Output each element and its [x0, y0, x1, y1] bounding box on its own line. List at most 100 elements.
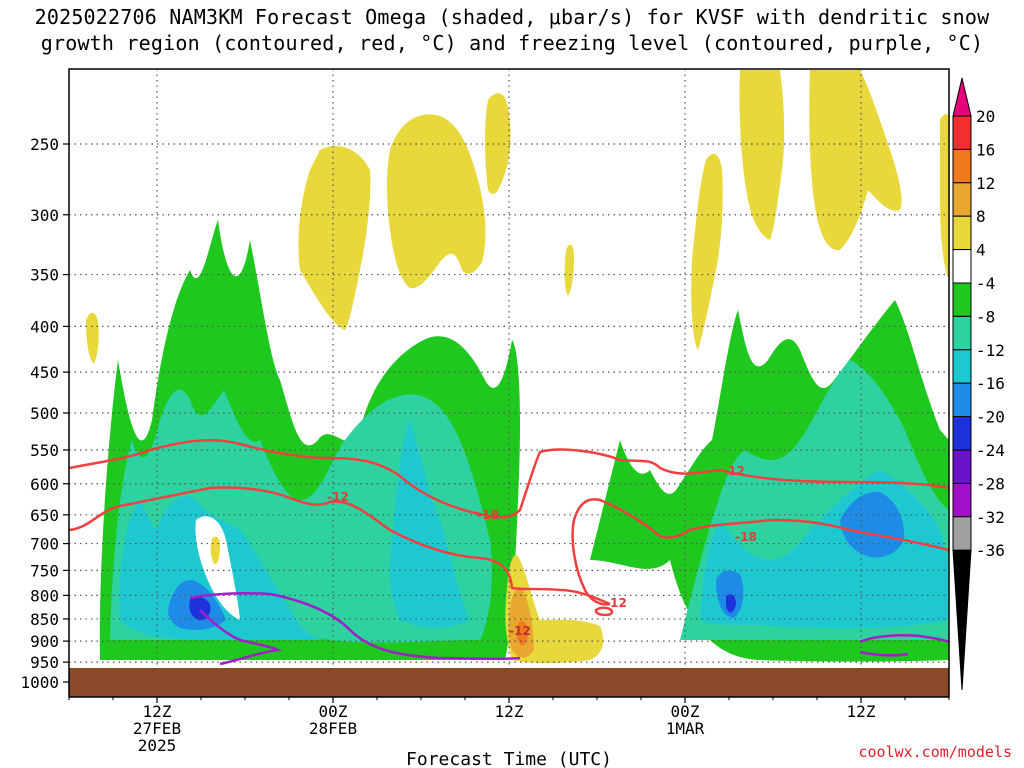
y-tick-label: 800 [30, 586, 59, 605]
x-tick-date: 1MAR [666, 719, 705, 738]
dgz-contour-12-upper [69, 486, 611, 606]
dgz-contour-label-text: -12 [509, 624, 531, 638]
colorbar-label: -12 [976, 341, 1005, 360]
freezing-contour-main [189, 591, 521, 661]
x-axis-label: Forecast Time (UTC) [406, 749, 612, 768]
freezing-level-contours [189, 591, 949, 666]
colorbar-label: -8 [976, 307, 995, 326]
chart-title-line1: 2025022706 NAM3KM Forecast Omega (shaded… [34, 5, 990, 29]
colorbar-bin [952, 148, 972, 184]
colorbar-bin [952, 182, 972, 217]
dgz-contour-label-text: -12 [605, 596, 627, 610]
x-tick-label: 12Z [847, 702, 876, 721]
omega-region-yellow-e [809, 70, 902, 251]
freezing-contour-left [199, 609, 283, 666]
credit-text: coolwx.com/models [858, 743, 1012, 761]
colorbar-bin [952, 416, 972, 451]
colorbar-label: -32 [976, 508, 1005, 527]
omega-region-yellow-f [691, 154, 723, 350]
omega-region-yellow-h [940, 114, 949, 280]
freezing-contour-right [859, 634, 949, 644]
colorbar-label: -20 [976, 408, 1005, 427]
colorbar-top-arrow [952, 77, 972, 117]
x-tick-label: 12Z [495, 702, 524, 721]
x-tick-date: 28FEB [309, 719, 357, 738]
omega-region-navy-b [726, 594, 736, 613]
colorbar-bin [952, 516, 972, 551]
x-tick-label: 00Z [671, 702, 700, 721]
dgz-contour-label-text: -18 [735, 530, 757, 544]
dgz-contour-label: -12 [605, 596, 627, 610]
colorbar-label: 12 [976, 174, 995, 193]
colorbar-bin [952, 449, 972, 484]
x-tick-year: 2025 [138, 736, 177, 755]
colorbar-label: 4 [976, 241, 986, 260]
omega-region-blue-b [840, 491, 905, 558]
colorbar-label: -24 [976, 441, 1005, 460]
dgz-contour-label: -18 [477, 508, 499, 522]
omega-region-yellow-g [86, 312, 99, 364]
x-tick-label: 12Z [143, 702, 172, 721]
omega-region-yellow-b [387, 114, 486, 289]
dgz-contour-12-small [594, 606, 614, 617]
y-tick-label: 650 [30, 506, 59, 525]
y-tick-label: 300 [30, 206, 59, 225]
omega-region-cyan-b [389, 420, 470, 628]
colorbar-label: -36 [976, 541, 1005, 560]
y-tick-label: 600 [30, 475, 59, 494]
y-tick-label: 850 [30, 610, 59, 629]
y-tick-label: 750 [30, 561, 59, 580]
colorbar-bin [952, 115, 972, 150]
dgz-contour-18-upper [69, 439, 949, 519]
omega-region-orange-b [516, 620, 528, 646]
colorbar-label: 16 [976, 140, 995, 159]
colorbar-bin [952, 349, 972, 384]
colorbar-label: -28 [976, 474, 1005, 493]
dgz-contours [69, 439, 949, 617]
y-tick-label: 700 [30, 535, 59, 554]
x-tick-date: 27FEB [133, 719, 181, 738]
colorbar-bin [952, 315, 972, 351]
y-tick-label: 450 [30, 363, 59, 382]
y-tick-label: 900 [30, 632, 59, 651]
colorbar-bin [952, 282, 972, 317]
colorbar-bin [952, 249, 972, 284]
colorbar-label: 20 [976, 107, 995, 126]
omega-shading [86, 70, 949, 663]
omega-region-yellow-c [485, 93, 511, 194]
dgz-contour-labels: -12 -18 -12 -18 -12 -12 [327, 464, 757, 638]
y-tick-label: 500 [30, 404, 59, 423]
y-tick-label: 550 [30, 441, 59, 460]
dgz-contour-label: -12 [509, 624, 531, 638]
dgz-contour-label-text: -12 [327, 490, 349, 504]
dgz-contour-label-text: -18 [477, 508, 499, 522]
colorbar-bin [952, 215, 972, 251]
chart-title: 2025022706 NAM3KM Forecast Omega (shaded… [0, 4, 1024, 56]
x-tick-label: 00Z [319, 702, 348, 721]
colorbar: 20 16 12 8 4 -4 -8 -12 -16 -20 -24 -28 -32 -36 [952, 77, 1005, 691]
dgz-contour-label-text: -12 [723, 464, 745, 478]
dgz-contour-12-lower [571, 498, 949, 606]
freezing-contour-right-b [859, 650, 909, 657]
dgz-contour-label: -18 [735, 530, 757, 544]
colorbar-bin [952, 382, 972, 418]
omega-region-yellow-i [564, 244, 574, 296]
colorbar-bottom-arrow [952, 549, 972, 691]
y-tick-label: 350 [30, 266, 59, 285]
chart-title-line2: growth region (contoured, red, °C) and f… [40, 31, 984, 55]
colorbar-bin [952, 482, 972, 518]
surface-ground [69, 668, 949, 697]
dgz-contour-label: -12 [327, 490, 349, 504]
y-tick-label: 400 [30, 317, 59, 336]
time-gridlines [156, 69, 862, 668]
y-tick-label: 1000 [20, 673, 59, 692]
y-tick-label: 950 [30, 653, 59, 672]
dgz-contour-label: -12 [723, 464, 745, 478]
y-tick-label: 250 [30, 135, 59, 154]
omega-region-yellow-d [739, 70, 785, 240]
colorbar-label: -16 [976, 374, 1005, 393]
omega-region-yellow-a [298, 146, 371, 330]
colorbar-label: 8 [976, 207, 986, 226]
